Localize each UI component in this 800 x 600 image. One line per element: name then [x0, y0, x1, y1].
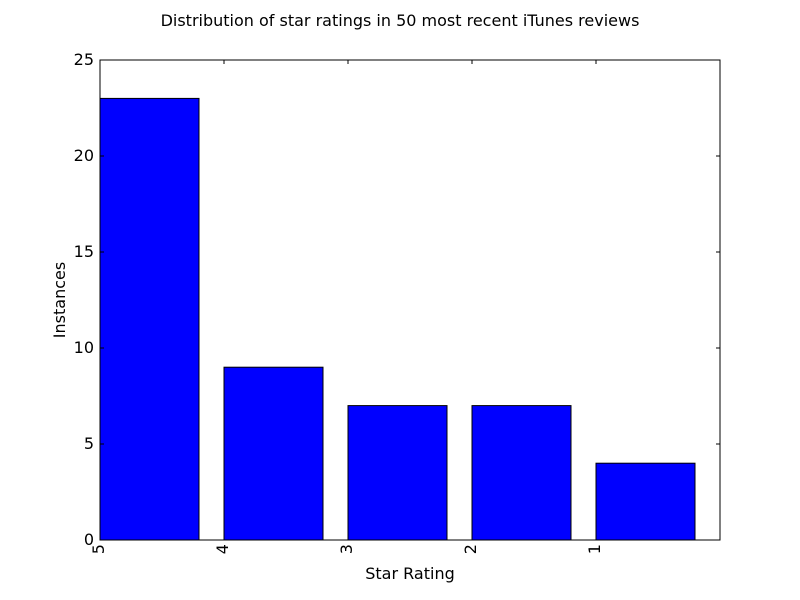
x-tick-label: 5 — [89, 544, 108, 554]
y-axis-label: Instances — [50, 262, 69, 338]
x-tick-label: 1 — [585, 544, 604, 554]
bar-2 — [471, 405, 572, 541]
bars-group — [99, 97, 696, 541]
y-tick-label: 15 — [74, 242, 94, 261]
bar-1 — [595, 462, 696, 541]
bar-3 — [347, 405, 448, 541]
x-tick-label: 4 — [213, 544, 232, 554]
x-axis-label: Star Rating — [365, 564, 454, 583]
y-tick-label: 25 — [74, 50, 94, 69]
plot-area-frame — [99, 59, 721, 541]
y-tick-label: 0 — [84, 530, 94, 549]
y-tick-label: 10 — [74, 338, 94, 357]
x-tick-label: 3 — [337, 544, 356, 554]
bar-5 — [99, 97, 200, 541]
y-tick-label: 5 — [84, 434, 94, 453]
bar-4 — [223, 366, 324, 541]
y-tick-label: 20 — [74, 146, 94, 165]
chart-title: Distribution of star ratings in 50 most … — [161, 11, 640, 30]
x-tick-label: 2 — [461, 544, 480, 554]
